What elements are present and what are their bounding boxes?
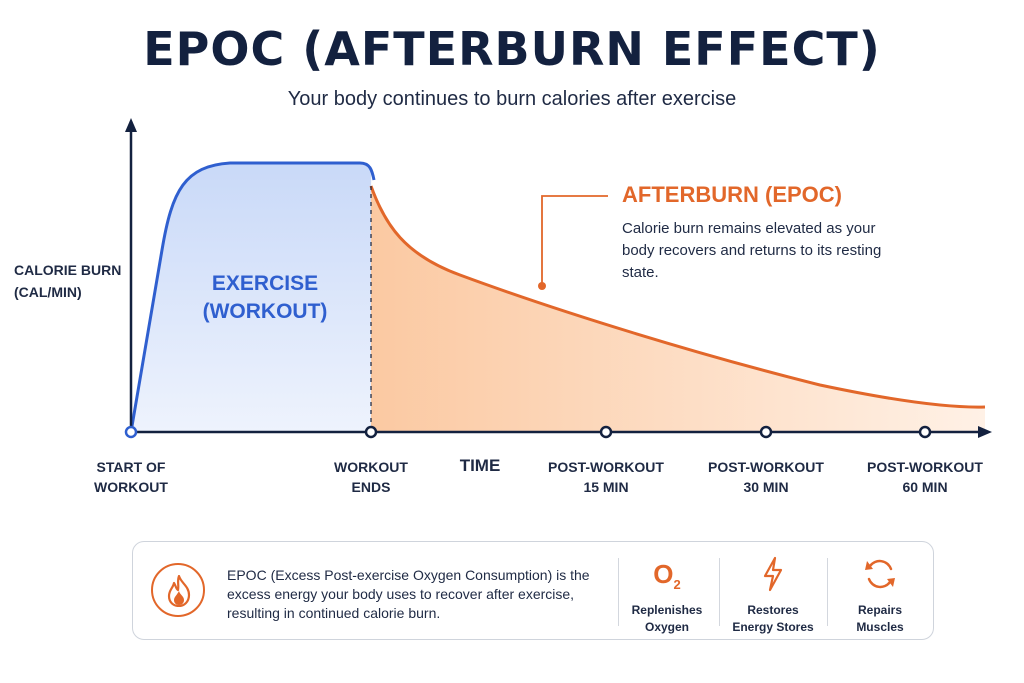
benefit-label-line: Replenishes [631, 603, 703, 617]
tick-marker-15min [599, 425, 613, 439]
x-tick-line: POST-WORKOUT [708, 459, 824, 475]
x-tick-line: POST-WORKOUT [548, 459, 664, 475]
afterburn-curve [369, 185, 986, 409]
benefit-label-line: Oxygen [644, 620, 689, 634]
epoc-callout-line [541, 195, 608, 285]
benefit-oxygen: O2 Replenishes Oxygen [617, 554, 717, 636]
epoc-info-box: EPOC (Excess Post-exercise Oxygen Consum… [132, 541, 934, 640]
lightning-icon [723, 554, 823, 594]
exercise-label-line: (WORKOUT) [202, 300, 328, 323]
x-tick-line: WORKOUT [94, 479, 168, 495]
epoc-definition-text: EPOC (Excess Post-exercise Oxygen Consum… [227, 567, 590, 621]
benefit-label-line: Repairs [857, 603, 903, 617]
x-tick-line: 60 MIN [902, 479, 948, 495]
page-title: EPOC (AFTERBURN EFFECT) [143, 22, 881, 76]
x-tick-60min: POST-WORKOUT 60 MIN [860, 457, 990, 497]
x-tick-line: WORKOUT [334, 459, 408, 475]
x-tick-line: 15 MIN [583, 479, 629, 495]
epoc-callout-dot [538, 282, 546, 290]
y-axis-label: CALORIE BURN (CAL/MIN) [14, 259, 124, 303]
oxygen-icon: O2 [617, 554, 717, 594]
x-tick-15min: POST-WORKOUT 15 MIN [541, 457, 671, 497]
exercise-label-line: EXERCISE [211, 272, 319, 295]
x-axis-arrow [978, 426, 992, 438]
x-tick-start-of-workout: START OF WORKOUT [66, 457, 196, 497]
benefit-label-line: Muscles [856, 620, 904, 634]
x-tick-workout-ends: WORKOUT ENDS [306, 457, 436, 497]
benefit-label-line: Energy Stores [732, 620, 814, 634]
oxygen-symbol: O [653, 559, 674, 589]
exercise-area [131, 163, 372, 432]
tick-marker-workout-ends [364, 425, 378, 439]
tick-marker-30min [759, 425, 773, 439]
epoc-callout-description: Calorie burn remains elevated as your bo… [622, 220, 882, 281]
tick-marker-start [124, 425, 138, 439]
x-tick-line: START OF [96, 459, 166, 475]
fire-icon [151, 563, 205, 617]
tick-marker-60min [918, 425, 932, 439]
afterburn-area [371, 186, 985, 432]
divider [618, 558, 619, 626]
y-axis-label-line: (CAL/MIN) [14, 284, 82, 300]
oxygen-subscript: 2 [673, 577, 681, 593]
benefit-energy: Restores Energy Stores [723, 554, 823, 636]
divider [719, 558, 720, 626]
y-axis-label-line: CALORIE BURN [14, 262, 122, 278]
refresh-icon [830, 554, 930, 594]
epoc-callout-title: AFTERBURN (EPOC) [622, 182, 842, 207]
x-tick-line: POST-WORKOUT [867, 459, 983, 475]
exercise-label: EXERCISE (WORKOUT) [190, 270, 340, 326]
x-tick-line: 30 MIN [743, 479, 789, 495]
x-tick-30min: POST-WORKOUT 30 MIN [701, 457, 831, 497]
benefit-label-line: Restores [747, 603, 799, 617]
divider [827, 558, 828, 626]
x-axis-title: TIME [459, 456, 501, 475]
x-tick-line: ENDS [351, 479, 391, 495]
benefit-repair: Repairs Muscles [830, 554, 930, 636]
page-subtitle: Your body continues to burn calories aft… [287, 88, 737, 110]
y-axis-arrow [125, 118, 137, 132]
exercise-curve [129, 161, 376, 433]
